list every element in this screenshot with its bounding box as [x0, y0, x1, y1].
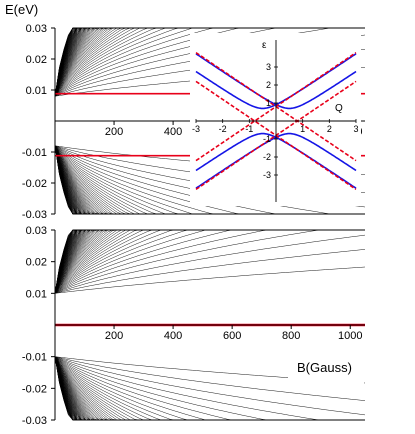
y-tick-label: -0.03 — [22, 209, 47, 221]
y-tick-label: 0.03 — [26, 225, 47, 237]
landau-level-line — [54, 356, 365, 421]
bottom-panel: 0.03 0.02 0.01 -0.01 -0.02 -0.03 200 400 600 800… — [22, 225, 366, 427]
inset-xlabel: Q — [335, 103, 343, 114]
inset-x-tick-label: -1 — [245, 124, 253, 134]
landau-level-line — [54, 27, 365, 97]
inset-y-tick-label: 2 — [266, 80, 271, 90]
landau-level-line — [54, 356, 366, 416]
x-tick-label: 800 — [282, 330, 300, 342]
inset-y-tick-label: -2 — [263, 152, 271, 162]
y-tick-label: 0.01 — [26, 288, 47, 300]
bottom-xlabel: B(Gauss) — [297, 360, 352, 375]
x-tick-label: 200 — [105, 330, 123, 342]
bottom-axes — [54, 230, 365, 420]
inset-x-tick-label: -3 — [192, 124, 200, 134]
landau-level-line — [54, 145, 365, 215]
xlabel-box — [288, 351, 364, 385]
top-ylabel: E(eV) — [5, 2, 38, 17]
inset-axes: -3 -2 -1 1 2 3 3 2 1 -1 -2 -3 — [192, 40, 359, 202]
inset-y-tick-label: 3 — [266, 62, 271, 72]
x-tick-label: 600 — [223, 330, 241, 342]
top-y-ticks: 0.03 0.02 0.01 -0.01 -0.02 -0.03 — [22, 23, 55, 221]
bottom-x-ticks: 200 400 600 800 1000 — [105, 325, 362, 342]
y-tick-label: -0.01 — [22, 147, 47, 159]
y-tick-label: 0.01 — [26, 85, 47, 97]
x-tick-label: 400 — [164, 126, 182, 138]
inset-y-tick-label: -1 — [263, 134, 271, 144]
inset-ylabel: ε — [262, 40, 267, 51]
bottom-level-lines — [54, 229, 366, 421]
landau-level-line — [54, 234, 366, 294]
y-tick-label: -0.02 — [22, 178, 47, 190]
y-tick-label: 0.03 — [26, 23, 47, 35]
inset-y-tick-label: 1 — [266, 98, 271, 108]
inset-y-tick-label: -3 — [263, 170, 271, 180]
landau-level-line — [54, 249, 366, 294]
y-tick-label: 0.02 — [26, 54, 47, 66]
inset-x-tick-label: -2 — [219, 124, 227, 134]
inset-background — [190, 33, 361, 206]
landau-level-line — [54, 356, 366, 401]
y-tick-label: -0.03 — [22, 415, 47, 427]
y-tick-label: -0.02 — [22, 383, 47, 395]
x-tick-label: 200 — [105, 126, 123, 138]
y-tick-label: 0.02 — [26, 257, 47, 269]
inset-x-tick-label: 2 — [327, 124, 332, 134]
inset-x-tick-label: 1 — [300, 124, 305, 134]
inset-plot: -3 -2 -1 1 2 3 3 2 1 -1 -2 -3 ε Q — [190, 33, 361, 206]
bottom-y-ticks: 0.03 0.02 0.01 -0.01 -0.02 -0.03 — [22, 225, 55, 427]
inset-x-tick-label: 3 — [353, 124, 358, 134]
y-tick-label: -0.01 — [22, 352, 47, 364]
landau-level-line — [54, 356, 365, 421]
x-tick-label: 1000 — [338, 330, 362, 342]
landau-level-line — [54, 229, 365, 294]
landau-level-line — [54, 229, 365, 294]
landau-level-line — [54, 266, 366, 294]
x-tick-label: 400 — [164, 330, 182, 342]
